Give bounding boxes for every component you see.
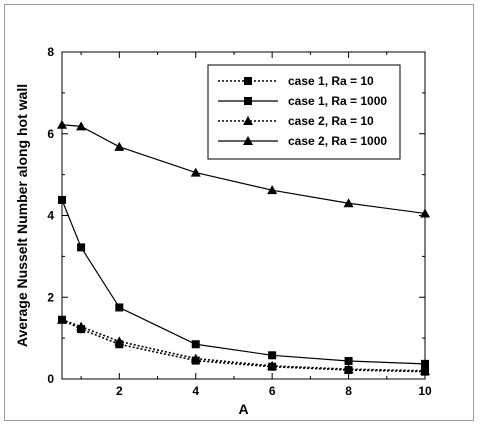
- y-tick-label: 6: [47, 127, 54, 141]
- ticks-layer: 2 4 6 8 10 0 2 4 6 8: [47, 45, 432, 398]
- legend-marker: [243, 136, 253, 145]
- data-point: [420, 208, 430, 218]
- legend-marker: [244, 77, 252, 85]
- x-tick-label: 4: [192, 384, 199, 398]
- legend-marker: [243, 116, 253, 125]
- data-point: [268, 351, 277, 360]
- series-3: [57, 314, 430, 375]
- series-line: [61, 199, 426, 365]
- x-tick-label: 6: [269, 384, 276, 398]
- data-point: [343, 364, 354, 374]
- series-4: [57, 119, 430, 218]
- legend-item: case 1, Ra = 10: [218, 74, 374, 88]
- chart-svg: 2 4 6 8 10 0 2 4 6 8 A Average Nusselt Number alo…: [14, 45, 432, 417]
- legend-label: case 1, Ra = 10: [288, 74, 374, 88]
- figure-frame: 2 4 6 8 10 0 2 4 6 8 A Average Nusselt Number alo…: [4, 4, 474, 421]
- data-point: [190, 353, 201, 363]
- data-point: [421, 359, 429, 368]
- legend-item: case 2, Ra = 10: [218, 114, 374, 128]
- y-axis-title: Average Nusselt Number along hot wall: [14, 84, 30, 347]
- data-point: [76, 121, 87, 131]
- data-point: [267, 360, 278, 370]
- data-point: [267, 185, 278, 195]
- data-point: [76, 321, 87, 331]
- legend-label: case 1, Ra = 1000: [288, 94, 387, 108]
- data-point: [114, 336, 125, 346]
- x-axis-title: A: [238, 401, 248, 417]
- data-point: [58, 195, 66, 204]
- data-point: [420, 365, 430, 375]
- data-point: [57, 314, 67, 324]
- legend-item: case 1, Ra = 1000: [218, 94, 387, 108]
- data-point: [115, 303, 124, 312]
- x-tick-label: 10: [418, 384, 432, 398]
- series-2: [58, 195, 429, 368]
- y-tick-label: 4: [47, 209, 54, 223]
- series-1: [58, 315, 429, 376]
- legend-label: case 2, Ra = 10: [288, 114, 374, 128]
- series-layer: [57, 119, 430, 376]
- y-tick-label: 8: [47, 45, 54, 59]
- legend-items: case 1, Ra = 10 case 1, Ra = 1000 case 2, …: [218, 74, 387, 148]
- legend-item: case 2, Ra = 1000: [218, 134, 387, 148]
- legend-label: case 2, Ra = 1000: [288, 134, 387, 148]
- y-tick-label: 2: [47, 290, 54, 304]
- data-point: [344, 357, 353, 366]
- x-tick-label: 8: [345, 384, 352, 398]
- y-tick-label: 0: [47, 372, 54, 386]
- data-point: [77, 243, 86, 252]
- data-point: [190, 167, 201, 177]
- x-tick-label: 2: [116, 384, 123, 398]
- data-point: [191, 340, 200, 349]
- data-point: [114, 141, 125, 151]
- legend: case 1, Ra = 10 case 1, Ra = 1000 case 2, …: [207, 64, 401, 160]
- legend-marker: [244, 97, 252, 105]
- data-point: [343, 198, 354, 208]
- data-point: [57, 119, 67, 129]
